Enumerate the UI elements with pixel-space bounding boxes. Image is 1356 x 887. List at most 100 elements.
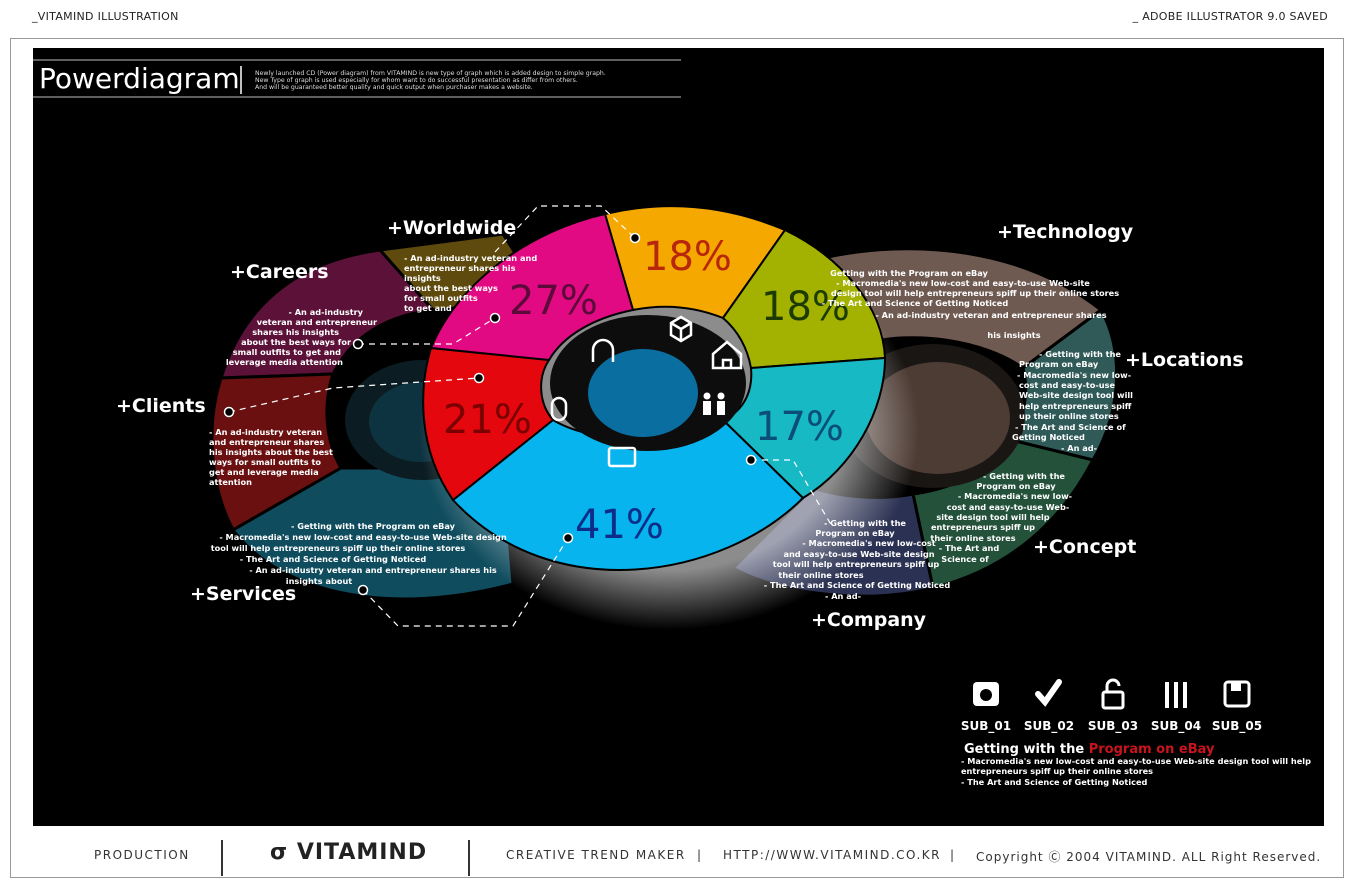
title-desc-1: Newly launched CD (Power diagram) from V… — [255, 70, 606, 77]
footer-logo-text: VITAMIND — [296, 840, 428, 865]
label-clients: +Clients — [116, 395, 206, 417]
svg-text:their online stores: their online stores — [778, 570, 863, 580]
svg-text:about the best ways for: about the best ways for — [241, 337, 352, 347]
svg-text:- Getting with the: - Getting with the — [1039, 349, 1121, 359]
power-diagram: Powerdiagram Newly launched CD (Power di… — [33, 59, 1311, 787]
check-icon — [1035, 679, 1062, 707]
desc-worldwide: - An ad-industry veteran and entrepreneu… — [404, 253, 537, 313]
lock-icon — [1101, 690, 1125, 710]
svg-text:Getting Noticed: Getting Noticed — [1012, 432, 1085, 442]
svg-text:attention: attention — [209, 477, 252, 487]
svg-text:design tool will help entrepre: design tool will help entrepreneurs spif… — [831, 288, 1119, 298]
footer-divider-2 — [468, 840, 470, 876]
svg-text:small outfits to get and: small outfits to get and — [233, 347, 341, 357]
subs-line-2: entrepreneurs spiff up their online stor… — [961, 766, 1153, 776]
label-services: +Services — [190, 583, 296, 605]
svg-text:leverage media attention: leverage media attention — [226, 357, 343, 367]
mouse-icon — [550, 396, 568, 422]
marker-17 — [745, 454, 757, 466]
tools-icon — [1165, 682, 1187, 708]
sub-05[interactable]: SUB_05 — [1212, 680, 1262, 734]
svg-text:shares his insights: shares his insights — [252, 327, 339, 337]
desc-technology: Getting with the Program on eBay - Macro… — [822, 268, 1119, 340]
leader-clients — [228, 377, 480, 413]
sub-01[interactable]: SUB_01 — [961, 682, 1011, 734]
svg-text:ways for small outfits to: ways for small outfits to — [209, 457, 321, 467]
svg-text:for small outfits: for small outfits — [404, 293, 478, 303]
footer-production: PRODUCTION — [94, 848, 190, 862]
footer-sep-1: | — [697, 848, 702, 862]
people-icon — [703, 392, 725, 415]
leader-services — [362, 537, 569, 627]
center-segment-17[interactable] — [721, 356, 887, 500]
footer: PRODUCTION σ VITAMIND CREATIVE TREND MAK… — [0, 828, 1356, 884]
svg-text:and easy-to-use Web-site desig: and easy-to-use Web-site design — [783, 549, 934, 559]
svg-text:Program on eBay: Program on eBay — [1019, 359, 1099, 369]
sub-03-label: SUB_03 — [1088, 719, 1138, 734]
svg-text:- The Art and Science of Getti: - The Art and Science of Getting Noticed — [240, 554, 427, 564]
desc-locations: - Getting with the Program on eBay - Mac… — [1012, 349, 1133, 453]
svg-text:Getting with the Program on eB: Getting with the Program on eBay — [830, 268, 988, 278]
svg-text:his insights: his insights — [987, 330, 1040, 340]
footer-sep-2: | — [950, 848, 955, 862]
svg-text:entrepreneurs spiff up: entrepreneurs spiff up — [931, 522, 1035, 532]
sub-03[interactable]: SUB_03 — [1088, 678, 1138, 734]
sub-icons: SUB_01 SUB_02 SUB_03 SUB_04 SUB_05 — [961, 678, 1262, 734]
svg-text:Web-site design tool will: Web-site design tool will — [1019, 390, 1133, 400]
marker-careers — [352, 338, 364, 350]
svg-text:cost and easy-to-use Web-: cost and easy-to-use Web- — [947, 502, 1069, 512]
svg-text:- An ad-industry veteran and: - An ad-industry veteran and — [404, 253, 537, 263]
svg-text:- Macromedia's new low-cost: - Macromedia's new low-cost — [802, 538, 935, 548]
svg-text:tool will help entrepreneurs s: tool will help entrepreneurs spiff up — [773, 559, 940, 569]
sub-04[interactable]: SUB_04 — [1151, 682, 1201, 734]
svg-text:- The Art and Science of Getti: - The Art and Science of Getting Noticed — [764, 580, 951, 590]
svg-text:- Macromedia's new low-cost an: - Macromedia's new low-cost and easy-to-… — [219, 532, 507, 542]
pct-label-18b: 18% — [761, 284, 850, 330]
svg-text:their online stores: their online stores — [930, 533, 1015, 543]
marker-clients — [223, 406, 235, 418]
svg-text:- The Art and Science of Getti: - The Art and Science of Getting Noticed — [822, 298, 1009, 308]
svg-text:cost and easy-to-use: cost and easy-to-use — [1019, 380, 1116, 390]
label-worldwide: +Worldwide — [387, 217, 516, 239]
pct-label-41: 41% — [575, 502, 664, 548]
sub-02[interactable]: SUB_02 — [1024, 679, 1074, 734]
title-text: Powerdiagram — [39, 62, 240, 95]
svg-text:his insights about the best: his insights about the best — [209, 447, 333, 457]
marker-services — [357, 584, 369, 596]
center-segment-18b[interactable] — [721, 228, 887, 370]
svg-text:about the best ways: about the best ways — [404, 283, 498, 293]
svg-text:- The Art and: - The Art and — [939, 543, 1000, 553]
center-segment-27[interactable] — [429, 212, 635, 362]
header-right: _ ADOBE ILLUSTRATOR 9.0 SAVED — [1132, 10, 1328, 23]
footer-logo: σ VITAMIND — [270, 840, 427, 865]
box-icon — [669, 315, 693, 343]
leader-company — [751, 459, 834, 529]
desc-clients: - An ad-industry veteran and entrepreneu… — [209, 427, 333, 487]
label-concept: +Concept — [1033, 536, 1136, 558]
svg-text:entrepreneur shares his: entrepreneur shares his — [404, 263, 516, 273]
svg-text:Science of: Science of — [941, 554, 989, 564]
svg-text:and entrepreneur shares: and entrepreneur shares — [209, 437, 324, 447]
svg-text:- The Art and Science of: - The Art and Science of — [1015, 422, 1126, 432]
svg-text:- Macromedia's new low-cost an: - Macromedia's new low-cost and easy-to-… — [836, 278, 1090, 288]
marker-21 — [473, 372, 485, 384]
label-careers: +Careers — [230, 261, 329, 283]
svg-text:tool will help entrepreneurs s: tool will help entrepreneurs spiff up th… — [211, 543, 466, 553]
desc-concept: - Getting with the Program on eBay - Mac… — [930, 471, 1072, 564]
footer-url[interactable]: HTTP://WWW.VITAMIND.CO.KR — [723, 848, 942, 862]
svg-text:veteran and entrepreneur: veteran and entrepreneur — [257, 317, 378, 327]
svg-text:- Getting with the Program on: - Getting with the Program on eBay — [291, 521, 456, 531]
sub-05-label: SUB_05 — [1212, 719, 1262, 734]
footer-trend: CREATIVE TREND MAKER — [506, 848, 686, 862]
sub-01-label: SUB_01 — [961, 719, 1011, 734]
label-locations: +Locations — [1125, 349, 1244, 371]
diagram-stage: Powerdiagram Newly launched CD (Power di… — [33, 48, 1324, 826]
svg-text:- An ad-industry veteran: - An ad-industry veteran — [209, 427, 322, 437]
svg-text:- Getting with the: - Getting with the — [983, 471, 1065, 481]
svg-text:to get and: to get and — [404, 303, 452, 313]
svg-text:up their online stores: up their online stores — [1019, 411, 1119, 421]
title-desc-3: And will be guaranteed better quality an… — [255, 84, 533, 91]
label-company: +Company — [811, 609, 927, 631]
frame — [10, 38, 1344, 878]
subs-heading: Getting with the Program on eBay — [964, 742, 1215, 757]
